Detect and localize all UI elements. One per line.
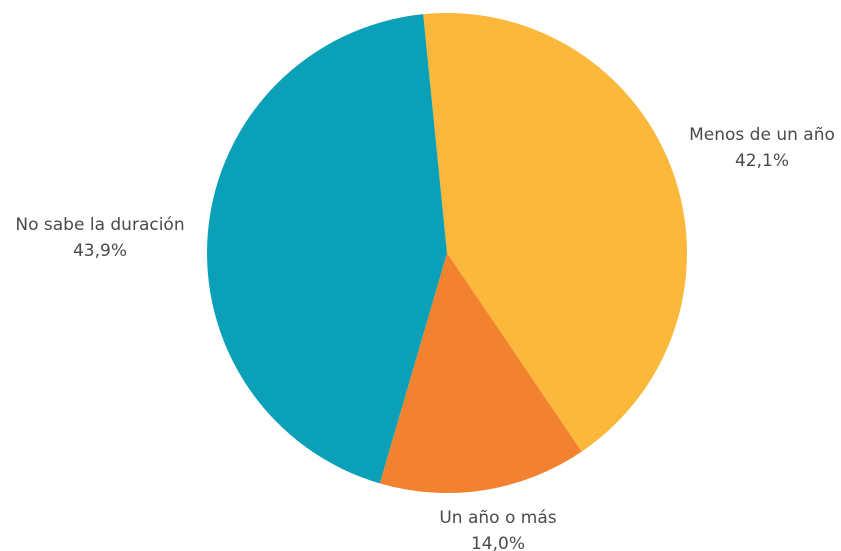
slice-value-menos-de-un-ano: 42,1%: [735, 151, 789, 171]
pie-slice-2: [206, 14, 447, 484]
slice-label-no-sabe-la-duracion: No sabe la duración: [15, 215, 184, 235]
slice-label-menos-de-un-ano: Menos de un año: [689, 125, 835, 145]
pie-slice-0: [423, 12, 688, 452]
pie-slice-1: [379, 253, 582, 493]
slice-value-no-sabe-la-duracion: 43,9%: [73, 241, 127, 261]
slice-value-un-ano-o-mas: 14,0%: [471, 534, 525, 551]
slice-label-un-ano-o-mas: Un año o más: [439, 508, 556, 528]
pie-slices: [206, 12, 688, 493]
